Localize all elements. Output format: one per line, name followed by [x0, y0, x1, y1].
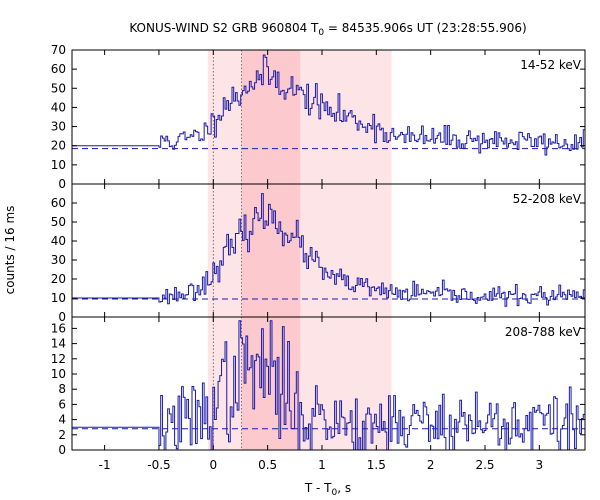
- y-tick-label: 14: [51, 337, 66, 351]
- y-tick-label: 2: [58, 428, 66, 442]
- x-tick-label: 3: [536, 458, 544, 472]
- x-tick-label: 1.5: [367, 458, 386, 472]
- y-tick-label: 0: [58, 310, 66, 324]
- light-curve-series: [72, 54, 585, 156]
- energy-band-label: 208-788 keV: [505, 325, 582, 339]
- interval-band-inner: [241, 317, 301, 450]
- y-tick-label: 40: [51, 234, 66, 248]
- x-tick-label: 0.5: [258, 458, 277, 472]
- y-tick-label: 60: [51, 196, 66, 210]
- x-tick-label: 0: [209, 458, 217, 472]
- y-tick-label: 8: [58, 382, 66, 396]
- energy-band-label: 14-52 keV: [520, 58, 582, 72]
- interval-band-inner: [241, 184, 301, 317]
- chart-title-suffix: = 84535.906s UT (23:28:55.906): [324, 21, 527, 35]
- y-tick-label: 10: [51, 291, 66, 305]
- x-axis-label-subscript: 0: [332, 488, 338, 498]
- y-tick-label: 4: [58, 413, 66, 427]
- y-tick-label: 60: [51, 62, 66, 76]
- light-curve-series: [72, 320, 585, 451]
- y-tick-label: 20: [51, 272, 66, 286]
- y-tick-label: 30: [51, 120, 66, 134]
- y-tick-label: 0: [58, 177, 66, 191]
- x-tick-label: 2: [427, 458, 435, 472]
- y-axis-label: counts / 16 ms: [3, 206, 17, 295]
- x-axis-label-prefix: T - T: [304, 481, 332, 495]
- y-tick-label: 20: [51, 139, 66, 153]
- y-tick-label: 0: [58, 443, 66, 457]
- y-tick-label: 40: [51, 100, 66, 114]
- y-tick-label: 16: [51, 321, 66, 335]
- chart-title-subscript: 0: [318, 28, 324, 38]
- y-tick-label: 12: [51, 352, 66, 366]
- x-tick-label: -1: [99, 458, 111, 472]
- y-tick-label: 50: [51, 81, 66, 95]
- x-tick-label: 1: [318, 458, 326, 472]
- light-curve-series: [72, 193, 585, 307]
- y-tick-label: 6: [58, 397, 66, 411]
- y-tick-label: 10: [51, 158, 66, 172]
- x-axis-label: T - T0, s: [304, 481, 351, 498]
- y-tick-label: 70: [51, 43, 66, 57]
- x-tick-label: -0.5: [147, 458, 170, 472]
- y-tick-label: 10: [51, 367, 66, 381]
- y-tick-label: 30: [51, 253, 66, 267]
- panel-frame: [71, 316, 586, 451]
- x-axis-label-suffix: , s: [337, 481, 351, 495]
- y-tick-label: 50: [51, 215, 66, 229]
- plot-frames: [71, 49, 586, 451]
- data-series: [72, 50, 585, 451]
- energy-band-label: 52-208 keV: [513, 192, 582, 206]
- chart-title: KONUS-WIND S2 GRB 960804 T0 = 84535.906s…: [129, 21, 526, 38]
- x-tick-label: 2.5: [475, 458, 494, 472]
- interval-band-inner: [241, 50, 301, 184]
- chart-title-prefix: KONUS-WIND S2 GRB 960804 T: [129, 21, 319, 35]
